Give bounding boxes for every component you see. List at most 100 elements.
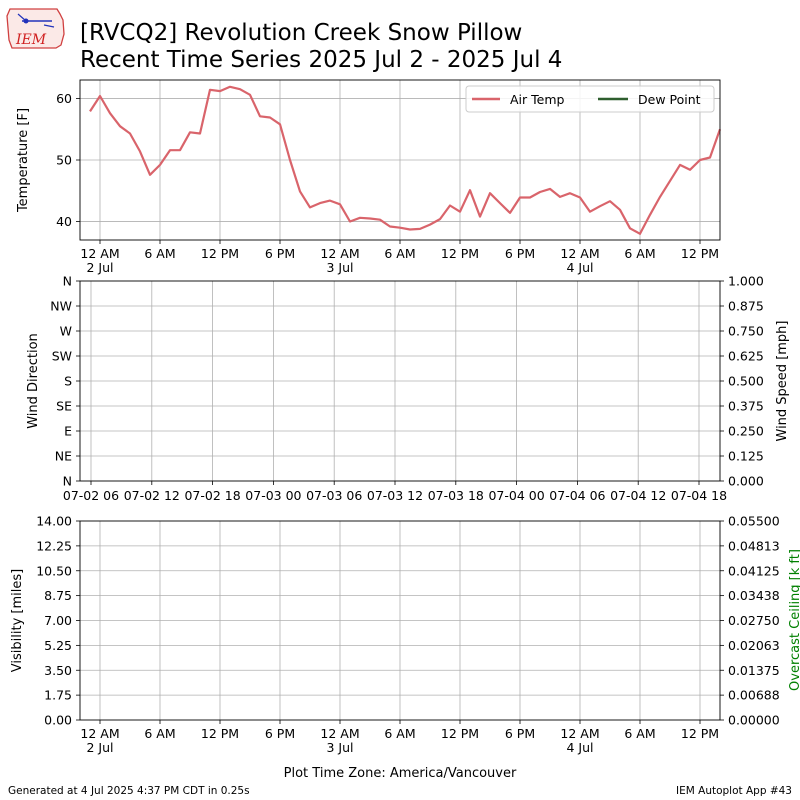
y2-tick-label: 0.250	[728, 424, 764, 439]
x-tick-label: 6 PM	[265, 726, 295, 741]
x-tick-label: 12 AM	[80, 726, 119, 741]
y-axis-label: Wind Direction	[26, 333, 41, 429]
x-tick-sublabel: 2 Jul	[86, 740, 113, 755]
y2-tick-label: 0.625	[728, 349, 764, 364]
y-tick-label: 60	[56, 91, 72, 106]
y-tick-label: NE	[55, 449, 72, 464]
y2-tick-label: 0.750	[728, 324, 764, 339]
x-tick-label: 12 PM	[201, 246, 239, 261]
y2-tick-label: 0.500	[728, 374, 764, 389]
app-footer: IEM Autoplot App #43	[676, 785, 792, 797]
x-tick-sublabel: 2 Jul	[86, 260, 113, 275]
y2-tick-label: 0.05500	[728, 514, 780, 529]
x-tick-label: 12 AM	[320, 726, 359, 741]
legend-box	[465, 85, 715, 113]
y2-tick-label: 0.02750	[728, 613, 780, 628]
y-tick-label: 3.50	[44, 663, 72, 678]
y2-tick-label: 0.00688	[728, 688, 780, 703]
x-tick-label: 12 AM	[560, 726, 599, 741]
x-tick-sublabel: 4 Jul	[566, 260, 593, 275]
x-tick-label: 6 AM	[384, 246, 415, 261]
y-tick-label: 1.75	[44, 688, 72, 703]
logo-line-icon	[17, 13, 27, 22]
x-tick-label: 6 AM	[384, 726, 415, 741]
y-tick-label: N	[63, 274, 72, 289]
x-tick-label: 07-03 00	[245, 488, 301, 503]
iowa-outline-icon	[6, 8, 65, 49]
x-tick-label: 6 PM	[505, 246, 535, 261]
y2-tick-label: 0.000	[728, 474, 764, 489]
iem-logo: IEM	[6, 8, 65, 49]
chart-title-line-2: Recent Time Series 2025 Jul 2 - 2025 Jul…	[80, 47, 562, 73]
logo-line-icon	[43, 24, 55, 28]
visibility-panel: 0.00 0.00000 1.75 0.00688 3.50 0.01375 5.25 0.0…	[10, 514, 800, 756]
legend: Air Temp Dew Point	[465, 85, 715, 113]
x-tick-label: 07-02 18	[184, 488, 240, 503]
wind-panel: N 0.000 NE 0.125 E 0.250 SE 0.375 S 0.500 SW 0.625 W…	[26, 274, 790, 504]
x-tick-label: 07-04 12	[610, 488, 666, 503]
legend-label-dew-point: Dew Point	[638, 92, 701, 107]
logo-text: IEM	[15, 32, 47, 48]
y2-axis-label: Wind Speed [mph]	[775, 321, 790, 442]
x-tick-sublabel: 3 Jul	[326, 260, 353, 275]
y2-tick-label: 0.02063	[728, 638, 780, 653]
y2-tick-label: 0.375	[728, 399, 764, 414]
y2-tick-label: 0.01375	[728, 663, 780, 678]
x-tick-label: 6 PM	[505, 726, 535, 741]
y2-tick-label: 0.03438	[728, 588, 780, 603]
y2-tick-label: 0.04813	[728, 538, 780, 553]
x-tick-label: 07-04 06	[549, 488, 605, 503]
y2-tick-label: 0.125	[728, 449, 764, 464]
x-tick-label: 07-03 12	[367, 488, 423, 503]
y-tick-label: S	[64, 374, 72, 389]
x-tick-label: 12 PM	[681, 246, 719, 261]
x-tick-sublabel: 3 Jul	[326, 740, 353, 755]
y-tick-label: 50	[56, 153, 72, 168]
timezone-label: Plot Time Zone: America/Vancouver	[284, 766, 517, 781]
x-tick-label: 12 PM	[441, 246, 479, 261]
y-tick-label: NW	[50, 299, 72, 314]
x-tick-label: 07-02 06	[63, 488, 119, 503]
y-tick-label: 8.75	[44, 588, 72, 603]
x-tick-label: 12 AM	[320, 246, 359, 261]
plot-frame	[79, 280, 721, 482]
y-tick-label: SW	[52, 349, 72, 364]
y-tick-label: SE	[56, 399, 72, 414]
y2-tick-label: 0.04125	[728, 563, 780, 578]
x-tick-label: 6 AM	[144, 246, 175, 261]
x-tick-label: 12 PM	[441, 726, 479, 741]
air-temp-series-line	[89, 85, 722, 235]
legend-label-air-temp: Air Temp	[510, 92, 565, 107]
y2-tick-label: 1.000	[728, 274, 764, 289]
generated-footer: Generated at 4 Jul 2025 4:37 PM CDT in 0…	[8, 785, 250, 797]
y-tick-label: 0.00	[44, 713, 72, 728]
y-tick-label: 5.25	[44, 638, 72, 653]
x-tick-label: 07-03 06	[306, 488, 362, 503]
y-tick-label: E	[64, 424, 72, 439]
y-tick-label: 40	[56, 214, 72, 229]
x-tick-label: 07-03 18	[428, 488, 484, 503]
y-tick-label: W	[60, 324, 72, 339]
x-tick-label: 6 AM	[624, 726, 655, 741]
y2-axis-label: Overcast Ceiling [k ft]	[788, 549, 800, 691]
x-tick-label: 12 AM	[80, 246, 119, 261]
x-tick-label: 6 AM	[624, 246, 655, 261]
y-axis-label: Visibility [miles]	[10, 569, 25, 672]
y2-tick-label: 0.875	[728, 299, 764, 314]
x-tick-label: 6 PM	[265, 246, 295, 261]
x-tick-label: 6 AM	[144, 726, 175, 741]
plot-frame	[79, 520, 721, 721]
x-tick-label: 12 AM	[560, 246, 599, 261]
x-tick-label: 12 PM	[201, 726, 239, 741]
y-tick-label: 7.00	[44, 613, 72, 628]
x-tick-label: 07-02 12	[124, 488, 180, 503]
y-axis-label: Temperature [F]	[16, 108, 31, 213]
x-tick-label: 07-04 18	[671, 488, 727, 503]
y2-tick-label: 0.00000	[728, 713, 780, 728]
chart-title-line-1: [RVCQ2] Revolution Creek Snow Pillow	[80, 20, 522, 46]
x-tick-sublabel: 4 Jul	[566, 740, 593, 755]
x-tick-label: 07-04 00	[488, 488, 544, 503]
y-tick-label: 10.50	[36, 563, 72, 578]
